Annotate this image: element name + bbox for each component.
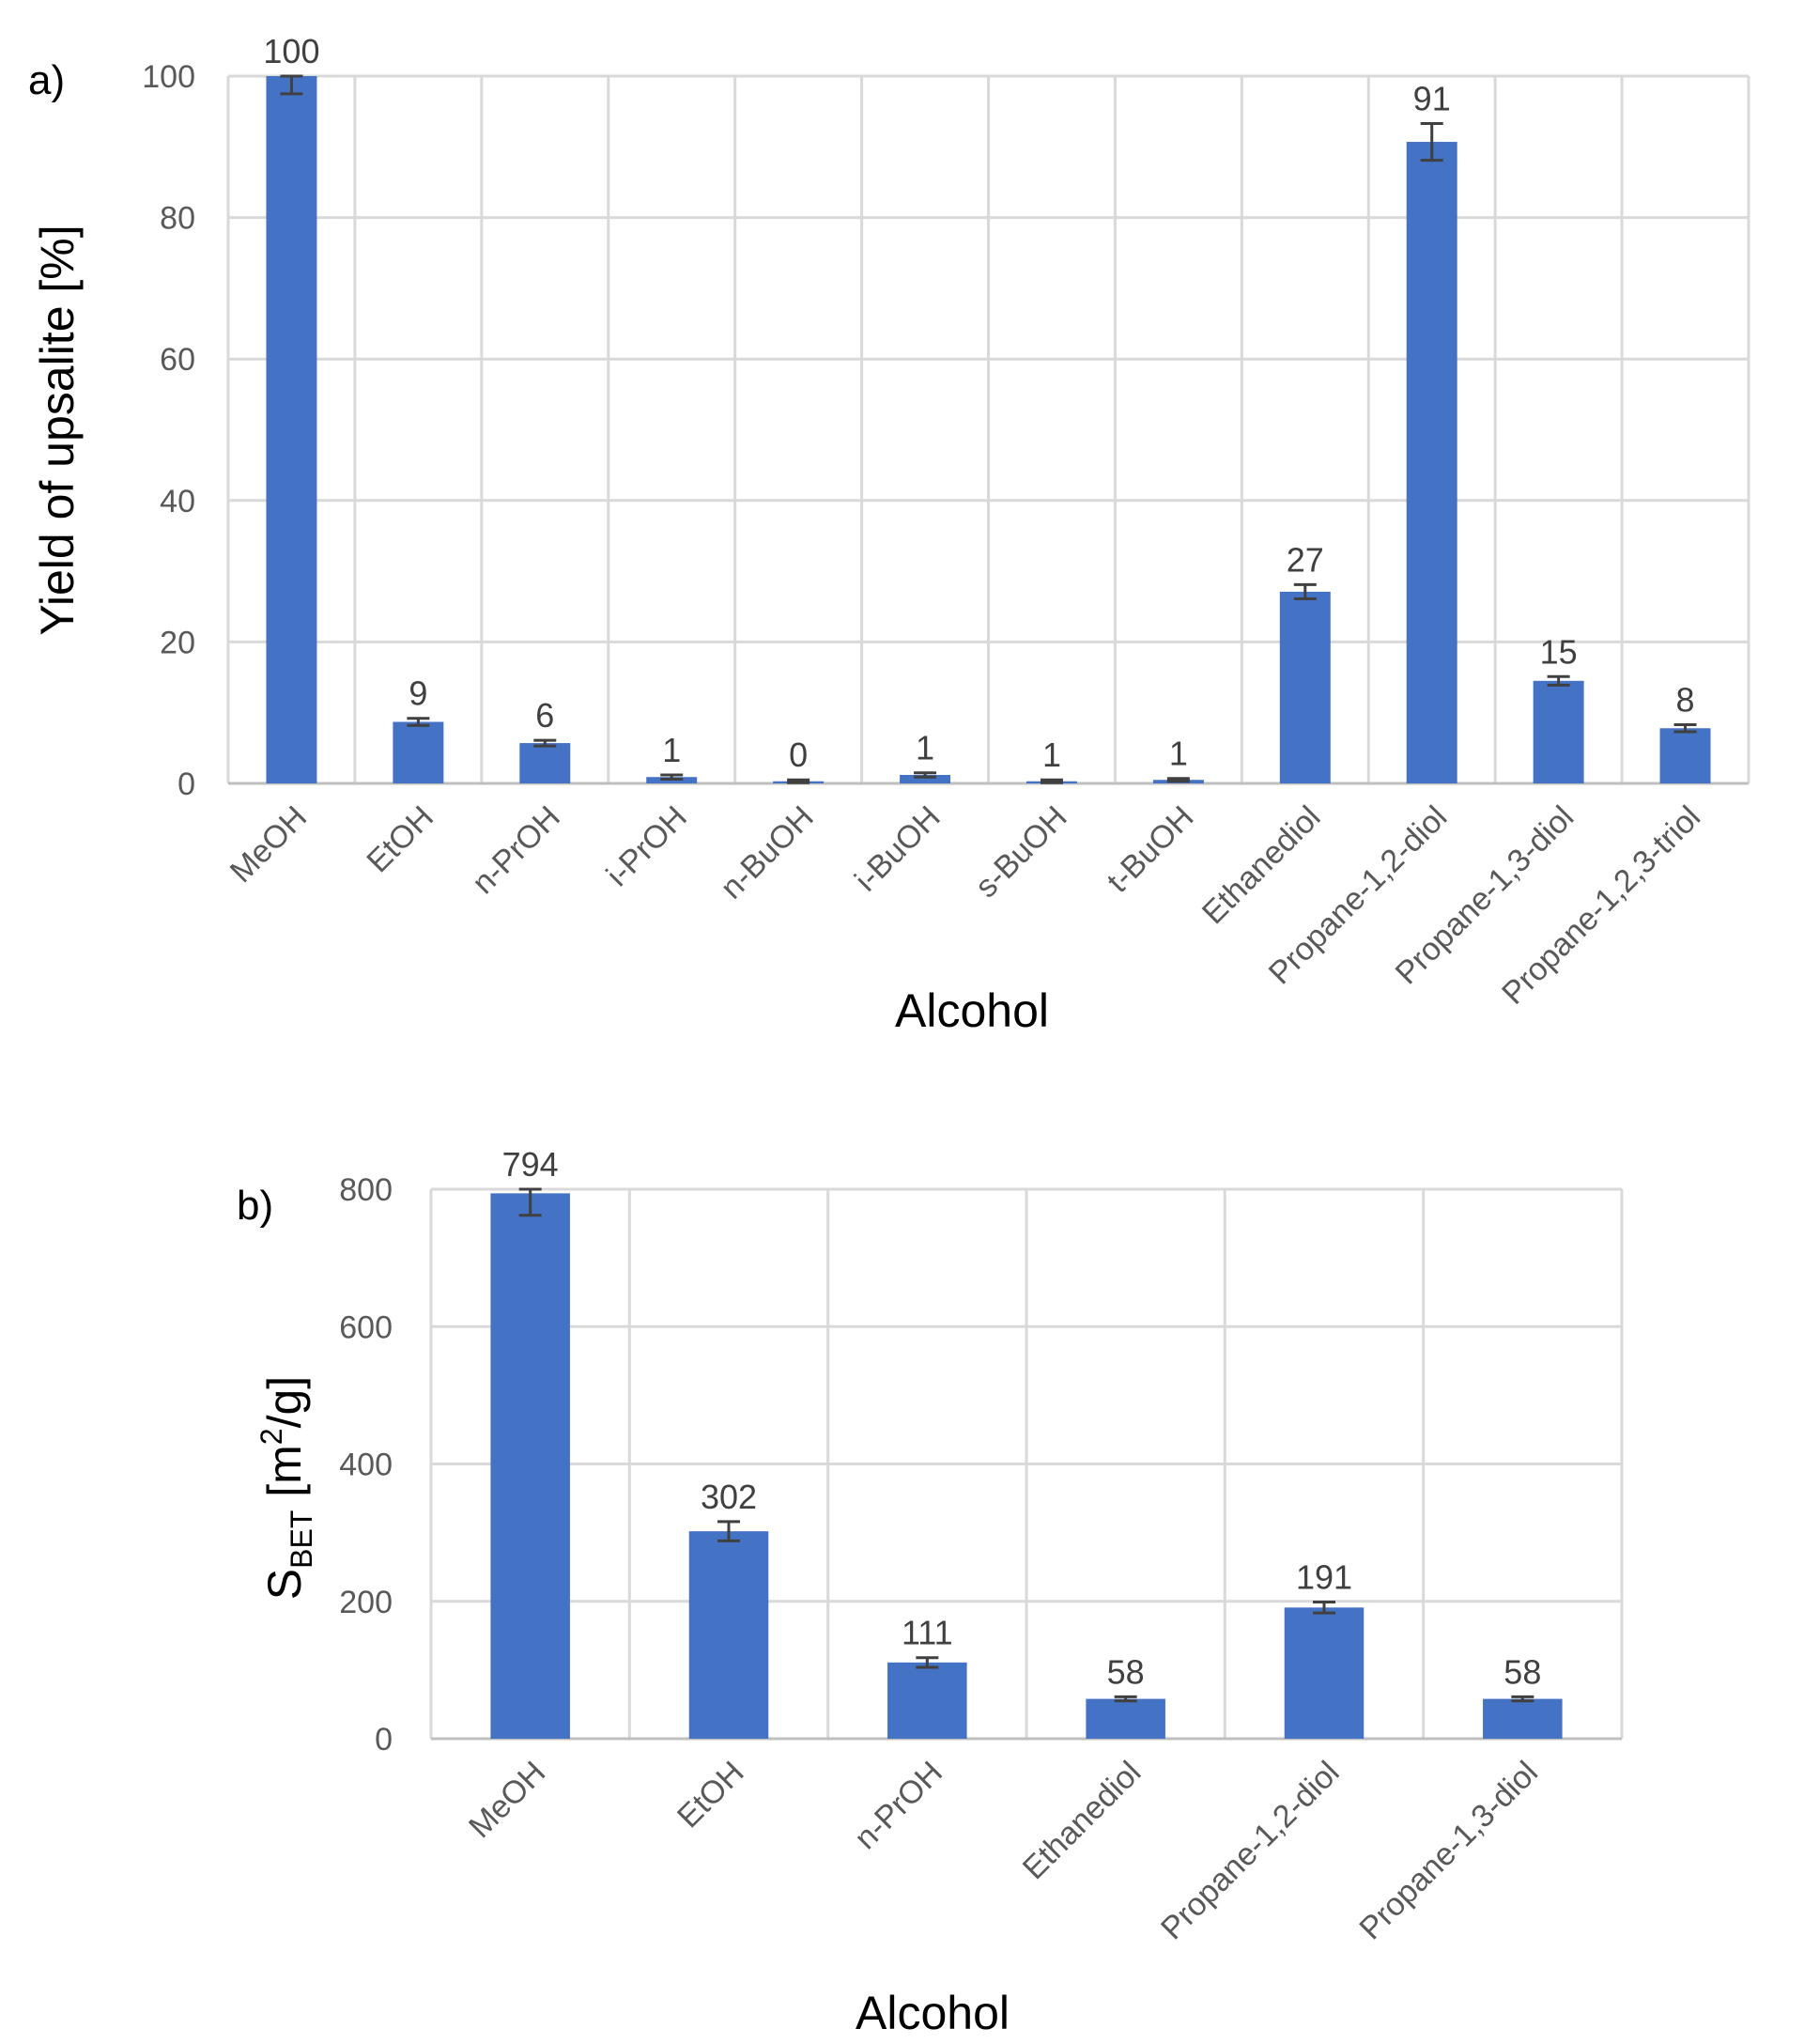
error-bar-b-4	[1313, 1600, 1335, 1615]
data-label-a-6: 1	[1042, 736, 1061, 774]
panel-label-a: a)	[28, 57, 65, 103]
y-tick-label-a: 60	[160, 342, 195, 378]
y-tick-label-a: 100	[142, 59, 195, 95]
y-tick-label-b: 400	[339, 1448, 393, 1483]
data-label-b-1: 302	[701, 1478, 757, 1516]
y-axis-title-b-sub: BET	[285, 1510, 318, 1569]
error-bar-a-0	[280, 74, 303, 96]
bar-a-9	[1406, 142, 1457, 784]
data-label-a-2: 6	[535, 696, 554, 735]
bar-b-1	[688, 1531, 769, 1739]
category-label-b-5: Propane-1,3-diol	[1352, 1755, 1545, 1947]
data-label-b-4: 191	[1296, 1557, 1352, 1596]
data-label-a-4: 0	[789, 736, 808, 774]
category-label-a-5: i-BuOH	[848, 799, 948, 899]
data-label-a-5: 1	[916, 729, 934, 767]
data-label-a-10: 15	[1540, 632, 1578, 671]
data-label-b-2: 111	[902, 1614, 953, 1652]
bar-a-8	[1279, 591, 1331, 783]
bar-b-2	[887, 1662, 967, 1739]
category-label-a-3: i-PrOH	[600, 799, 694, 893]
chart-a: a) 020406080100100MeOH9EtOH6n-PrOH1i-PrO…	[28, 32, 1750, 1037]
bar-a-5	[900, 774, 951, 783]
error-bar-b-2	[916, 1656, 939, 1669]
data-label-a-3: 1	[662, 731, 681, 769]
bar-a-11	[1659, 728, 1711, 783]
data-label-a-1: 9	[409, 674, 427, 713]
y-axis-title-b-main: S	[258, 1569, 311, 1600]
category-label-a-0: MeOH	[224, 799, 314, 890]
x-axis-title-a: Alcohol	[895, 984, 1049, 1037]
y-tick-label-b: 0	[375, 1722, 393, 1758]
data-label-b-0: 794	[502, 1145, 559, 1184]
error-bar-b-3	[1114, 1695, 1137, 1703]
category-label-a-6: s-BuOH	[968, 799, 1073, 905]
data-label-b-5: 58	[1503, 1652, 1541, 1691]
category-label-b-3: Ethanediol	[1016, 1755, 1148, 1886]
error-bar-a-4	[787, 778, 810, 784]
category-label-b-1: EtOH	[671, 1755, 751, 1835]
bar-a-10	[1533, 680, 1584, 783]
error-bar-b-1	[717, 1520, 740, 1542]
category-label-b-2: n-PrOH	[848, 1755, 949, 1856]
error-bar-a-11	[1673, 723, 1697, 734]
bar-a-1	[393, 721, 444, 783]
data-label-a-7: 1	[1169, 735, 1188, 773]
y-axis-title-a: Yield of upsalite [%]	[31, 225, 84, 635]
error-bar-a-7	[1166, 777, 1190, 783]
y-tick-label-b: 800	[339, 1172, 393, 1208]
bar-a-2	[519, 743, 571, 783]
error-bar-a-6	[1040, 778, 1063, 784]
error-bar-a-1	[407, 717, 430, 727]
bar-b-5	[1483, 1698, 1563, 1739]
data-label-a-11: 8	[1676, 681, 1695, 720]
bar-b-0	[490, 1193, 570, 1739]
data-label-a-9: 91	[1413, 79, 1451, 117]
category-label-a-7: t-BuOH	[1101, 799, 1201, 900]
category-label-a-4: n-BuOH	[714, 799, 821, 906]
y-axis-title-b: SBET [m2/g]	[254, 1376, 318, 1600]
error-bar-a-2	[533, 738, 557, 748]
category-label-a-2: n-PrOH	[466, 799, 567, 901]
category-label-a-1: EtOH	[360, 799, 440, 880]
bar-b-4	[1284, 1607, 1365, 1739]
error-bar-a-10	[1547, 674, 1570, 687]
y-tick-label-b: 200	[339, 1585, 393, 1620]
bar-b-3	[1086, 1698, 1165, 1739]
category-label-b-4: Propane-1,2-diol	[1154, 1755, 1347, 1947]
y-axis-title-b-sup: 2	[254, 1428, 288, 1445]
data-label-b-3: 58	[1107, 1652, 1145, 1691]
y-axis-title-b-units-pre: [m	[258, 1445, 311, 1510]
category-label-b-0: MeOH	[462, 1755, 552, 1845]
error-bar-a-8	[1293, 582, 1317, 600]
error-bar-b-0	[518, 1187, 542, 1217]
y-tick-label-a: 0	[177, 766, 195, 802]
y-tick-label-a: 80	[160, 201, 195, 237]
error-bar-a-5	[914, 771, 937, 779]
y-axis-title-b-units-post: /g]	[258, 1376, 311, 1429]
y-tick-label-a: 40	[160, 484, 195, 519]
category-label-a-8: Ethanediol	[1195, 799, 1327, 931]
chart-b: b) 0 200 400 600 800 794 MeOH 302 EtOH 111 n-PrOH 5…	[237, 1145, 1624, 2039]
x-axis-title-b: Alcohol	[856, 1987, 1010, 2039]
y-tick-label-b: 600	[339, 1309, 393, 1345]
error-bar-b-5	[1511, 1695, 1534, 1703]
error-bar-a-3	[660, 773, 684, 781]
y-tick-label-a: 20	[160, 625, 195, 660]
error-bar-a-9	[1420, 121, 1443, 163]
data-label-a-0: 100	[263, 32, 319, 70]
data-label-a-8: 27	[1287, 540, 1324, 579]
panel-label-b: b)	[237, 1183, 273, 1229]
bar-a-0	[266, 76, 317, 783]
